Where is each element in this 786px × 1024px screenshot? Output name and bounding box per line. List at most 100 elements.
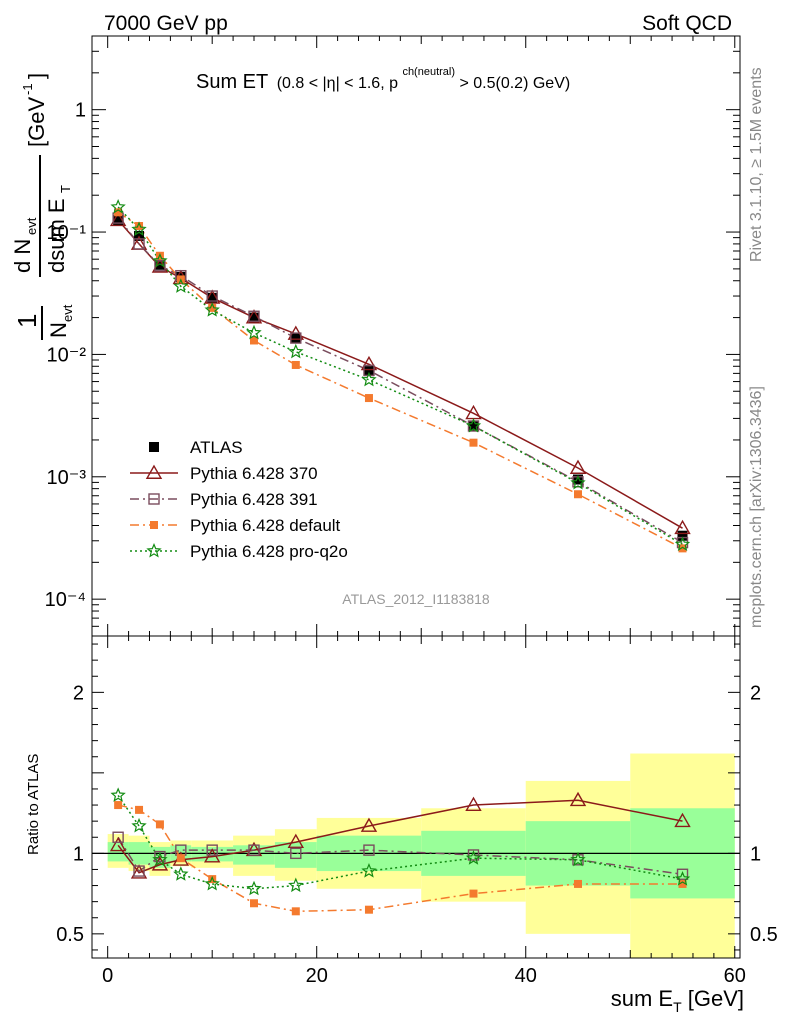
legend-label: Pythia 6.428 370: [190, 464, 318, 483]
data-point: [146, 542, 162, 558]
svg-text:evt: evt: [60, 304, 75, 322]
legend-label: Pythia 6.428 pro-q2o: [190, 542, 348, 561]
data-point: [290, 847, 302, 860]
data-point: [114, 801, 123, 810]
data-point: [569, 459, 587, 474]
main-ylabel: 1 N evt d N evt dsum E T [GeV -1 ]: [10, 73, 75, 340]
y-tick-label: 2: [73, 682, 84, 704]
data-point: [130, 864, 148, 879]
stat-uncertainty-band: [107, 842, 129, 862]
data-point: [360, 355, 378, 371]
data-point: [674, 812, 691, 828]
data-point: [249, 312, 259, 323]
data-point: [135, 222, 144, 231]
data-point: [469, 438, 478, 447]
data-point: [361, 862, 377, 878]
data-point: [677, 530, 688, 541]
data-point: [674, 519, 691, 535]
data-point: [678, 879, 687, 888]
data-point: [363, 364, 375, 377]
data-point: [204, 302, 220, 317]
x-tick-label: 40: [515, 965, 537, 987]
data-point: [674, 871, 691, 886]
data-point: [207, 292, 218, 303]
data-point: [131, 817, 147, 833]
y-tick-label: 10⁻¹: [47, 222, 87, 244]
ratio-frame: [91, 635, 741, 959]
y-tick-label-right: 0.5: [750, 924, 778, 946]
data-point: [208, 875, 217, 884]
data-point: [112, 831, 124, 843]
data-point: [109, 211, 127, 227]
ratio-series: [109, 787, 691, 916]
data-point: [173, 866, 189, 881]
data-point: [290, 333, 301, 344]
data-point: [155, 820, 164, 829]
data-point: [145, 464, 163, 479]
data-point: [248, 844, 260, 856]
data-point: [465, 796, 482, 811]
data-point: [206, 844, 218, 856]
process-label: Soft QCD: [642, 12, 732, 35]
data-point: [176, 854, 185, 863]
data-point: [360, 817, 378, 832]
data-point: [131, 221, 147, 236]
ratio-ylabel: Ratio to ATLAS: [25, 754, 42, 855]
y-tick-label: 10⁻²: [47, 344, 87, 366]
title-main: Sum ET: [196, 71, 268, 93]
data-point: [573, 474, 583, 485]
data-point: [110, 199, 126, 214]
series-line: [117, 206, 683, 546]
data-point: [154, 850, 166, 863]
data-point: [204, 875, 220, 891]
ratio-bands: [107, 753, 735, 958]
data-point: [246, 324, 262, 340]
x-axis-label: sum ET [GeV]: [611, 986, 744, 1015]
data-point: [114, 208, 123, 217]
data-point: [361, 371, 377, 387]
data-point: [246, 880, 262, 896]
title-end: > 0.5(0.2) GeV): [459, 75, 570, 92]
x-tick-label: 0: [102, 965, 113, 987]
stat-uncertainty-band: [274, 842, 317, 868]
svg-text:1: 1: [12, 314, 42, 328]
y-tick-label: 0.5: [56, 924, 84, 946]
data-point: [149, 442, 159, 452]
data-point: [569, 791, 587, 807]
y-tick-label: 10⁻⁴: [45, 589, 86, 611]
svg-text:evt: evt: [24, 217, 39, 235]
legend-label: Pythia 6.428 391: [190, 490, 318, 509]
y-tick-label: 1: [75, 100, 86, 122]
legend-label: ATLAS: [190, 438, 243, 457]
data-point: [133, 238, 145, 250]
data-point: [364, 905, 373, 914]
data-point: [113, 215, 124, 226]
energy-label: 7000 GeV pp: [104, 12, 228, 35]
y-tick-label-right: 1: [750, 843, 761, 865]
svg-text:]: ]: [24, 73, 49, 79]
data-point: [206, 290, 218, 302]
data-point: [465, 850, 482, 865]
legend-label: Pythia 6.428 default: [190, 516, 341, 535]
main-title: Sum ET (0.8 < |η| < 1.6, p ch(neutral) >…: [196, 62, 570, 93]
data-point: [248, 310, 260, 322]
series-line: [117, 836, 683, 876]
data-point: [109, 836, 127, 852]
svg-text:N: N: [46, 322, 71, 338]
analysis-label: ATLAS_2012_I1183818: [342, 591, 490, 607]
xlabel-a: sum E: [611, 986, 673, 1011]
svg-text:dsum E: dsum E: [44, 198, 69, 273]
y-tick-label: 1: [73, 843, 84, 865]
title-sup: ch(neutral): [402, 66, 455, 78]
data-point: [363, 844, 375, 856]
xlabel-b: [GeV]: [682, 986, 744, 1011]
data-point: [250, 336, 258, 345]
xlabel-sub: T: [673, 999, 682, 1015]
data-point: [288, 877, 304, 893]
main-axes: 1 10⁻¹ 10⁻² 10⁻³ 10⁻⁴: [45, 35, 741, 637]
svg-text:-1: -1: [20, 83, 35, 95]
data-point: [152, 851, 168, 867]
svg-text:d N: d N: [10, 239, 35, 273]
data-point: [467, 849, 480, 861]
